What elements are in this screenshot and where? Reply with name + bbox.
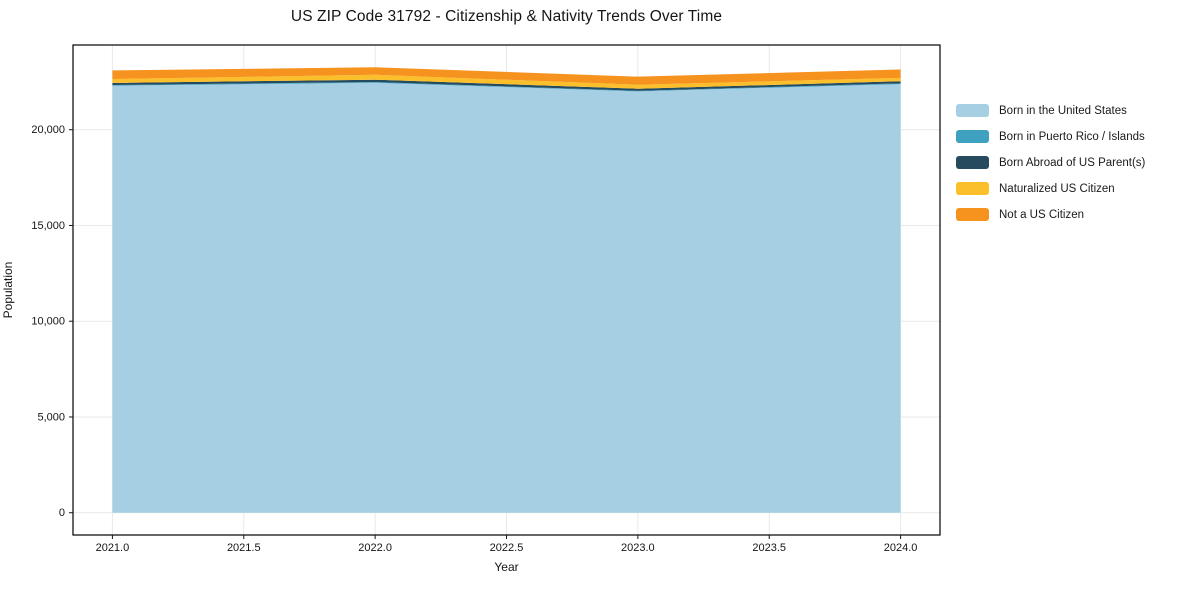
legend-item: Not a US Citizen (956, 208, 1145, 221)
area-series-4 (112, 67, 901, 85)
legend-label: Born in the United States (999, 104, 1127, 117)
x-tick-label: 2023.5 (752, 542, 786, 554)
y-tick-label: 20,000 (31, 124, 65, 136)
y-tick-label: 15,000 (31, 220, 65, 232)
y-tick-label: 5,000 (37, 411, 65, 423)
x-tick-label: 2021.5 (227, 542, 261, 554)
area-series-1 (112, 82, 901, 92)
legend-label: Naturalized US Citizen (999, 182, 1115, 195)
x-axis-label: Year (494, 560, 519, 574)
x-tick-label: 2022.0 (358, 542, 392, 554)
legend-swatch-icon (956, 182, 989, 195)
legend-item: Naturalized US Citizen (956, 182, 1145, 195)
legend-label: Born in Puerto Rico / Islands (999, 130, 1145, 143)
x-tick-label: 2023.0 (621, 542, 655, 554)
legend-label: Born Abroad of US Parent(s) (999, 156, 1146, 169)
legend-item: Born in the United States (956, 104, 1145, 117)
legend-item: Born in Puerto Rico / Islands (956, 130, 1145, 143)
y-tick-label: 0 (59, 507, 65, 519)
y-axis-label: Population (1, 261, 15, 319)
legend-swatch-icon (956, 104, 989, 117)
y-axis: 0 5,000 10,000 15,000 20,000 (31, 124, 73, 519)
area-series-2 (112, 79, 901, 91)
x-tick-label: 2024.0 (884, 542, 918, 554)
legend-swatch-icon (956, 130, 989, 143)
legend-swatch-icon (956, 208, 989, 221)
legend: Born in the United States Born in Puerto … (956, 104, 1145, 221)
x-tick-label: 2021.0 (96, 542, 130, 554)
area-series-0 (112, 82, 901, 513)
x-axis: 2021.0 2021.5 2022.0 2022.5 2023.0 2023.5 2024… (96, 535, 918, 554)
legend-label: Not a US Citizen (999, 208, 1085, 221)
x-tick-label: 2022.5 (490, 542, 524, 554)
y-tick-label: 10,000 (31, 316, 65, 328)
legend-swatch-icon (956, 156, 989, 169)
areas (112, 67, 901, 513)
chart-title: US ZIP Code 31792 - Citizenship & Nativi… (290, 8, 723, 25)
area-series-3 (112, 74, 901, 89)
legend-item: Born Abroad of US Parent(s) (956, 156, 1145, 169)
